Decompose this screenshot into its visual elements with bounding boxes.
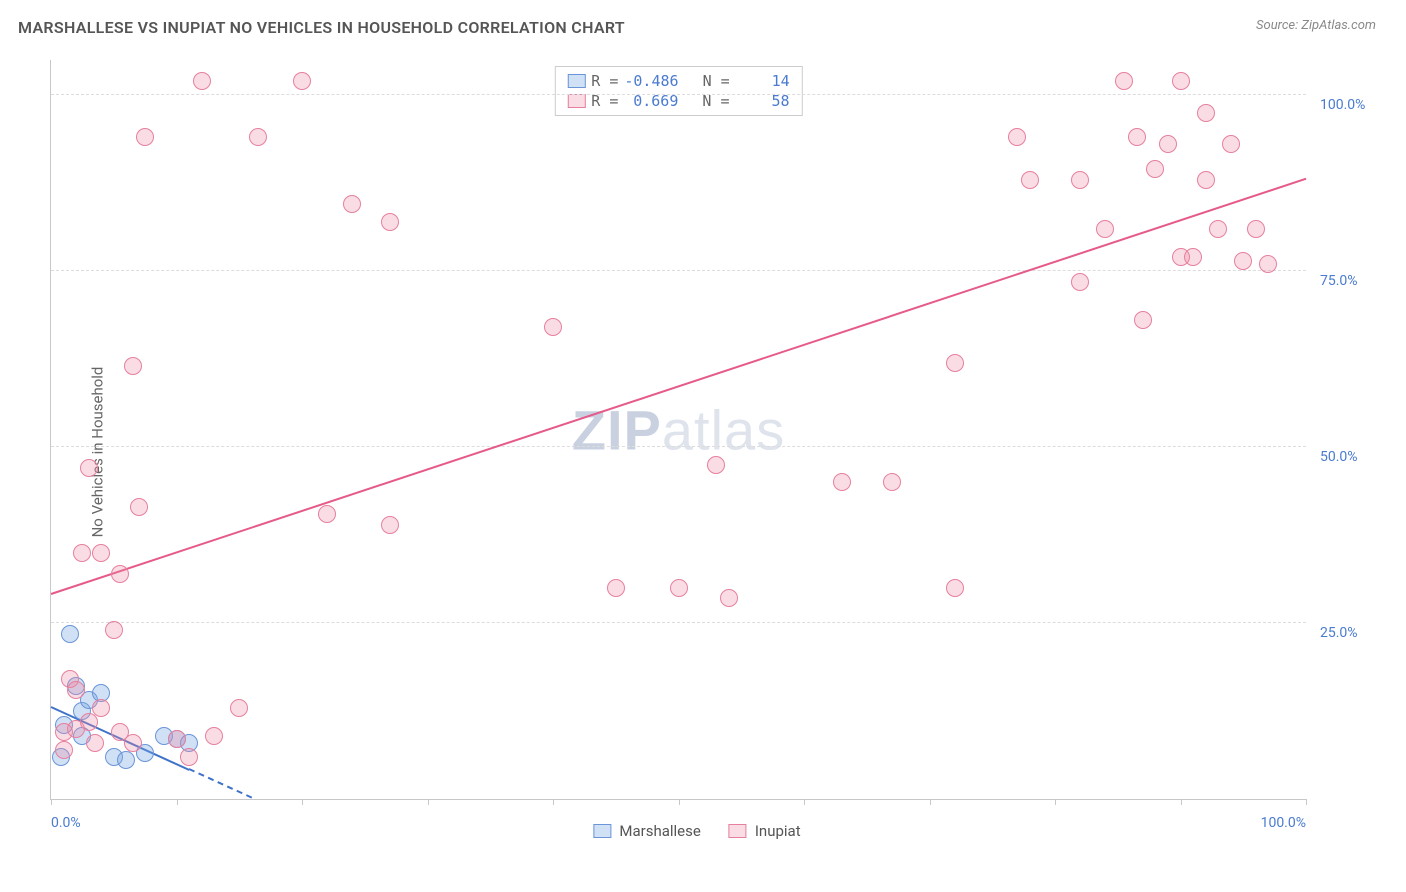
x-tick [51,799,52,805]
data-point [136,128,154,146]
data-point [1071,273,1089,291]
data-point [92,544,110,562]
data-point [1234,252,1252,270]
data-point [1159,135,1177,153]
x-tick [930,799,931,805]
data-point [73,544,91,562]
data-point [720,589,738,607]
data-point [111,565,129,583]
y-tick-label: 75.0% [1320,273,1358,289]
data-point [1115,72,1133,90]
watermark: ZIPatlas [572,397,785,462]
swatch-icon [567,94,585,108]
legend-label: Inupiat [755,822,801,840]
data-point [205,727,223,745]
trend-line [51,178,1307,595]
chart-container: No Vehicles in Household ZIPatlas R =-0.… [18,52,1376,852]
swatch-icon [593,824,611,838]
x-tick [1181,799,1182,805]
data-point [707,456,725,474]
y-tick-label: 50.0% [1320,449,1358,465]
data-point [381,213,399,231]
data-point [946,354,964,372]
plot-area: ZIPatlas R =-0.486 N =14 R =0.669 N =58 … [50,60,1306,800]
x-tick [804,799,805,805]
data-point [124,357,142,375]
data-point [80,459,98,477]
legend-item: Marshallese [593,822,700,840]
data-point [130,498,148,516]
data-point [544,318,562,336]
data-point [1021,171,1039,189]
x-tick-label: 100.0% [1261,815,1306,831]
swatch-icon [729,824,747,838]
data-point [1146,160,1164,178]
legend-label: Marshallese [619,822,700,840]
data-point [293,72,311,90]
data-point [1197,171,1215,189]
x-tick [679,799,680,805]
data-point [249,128,267,146]
data-point [124,734,142,752]
data-point [1071,171,1089,189]
legend-row: R =-0.486 N =14 [555,71,801,91]
source-label: Source: ZipAtlas.com [1256,18,1376,33]
data-point [168,730,186,748]
x-tick [177,799,178,805]
data-point [1222,135,1240,153]
chart-title: MARSHALLESE VS INUPIAT NO VEHICLES IN HO… [18,18,625,37]
data-point [117,751,135,769]
data-point [180,748,198,766]
data-point [946,579,964,597]
data-point [1209,220,1227,238]
data-point [670,579,688,597]
data-point [193,72,211,90]
data-point [80,713,98,731]
x-tick [1055,799,1056,805]
gridline [51,94,1306,95]
gridline [51,270,1306,271]
data-point [55,741,73,759]
data-point [67,681,85,699]
data-point [1134,311,1152,329]
data-point [55,723,73,741]
x-tick [428,799,429,805]
data-point [1008,128,1026,146]
data-point [883,473,901,491]
x-tick [302,799,303,805]
data-point [92,699,110,717]
data-point [1128,128,1146,146]
data-point [86,734,104,752]
data-point [105,621,123,639]
legend-item: Inupiat [729,822,801,840]
data-point [1197,104,1215,122]
x-tick [553,799,554,805]
swatch-icon [567,74,585,88]
data-point [607,579,625,597]
data-point [1096,220,1114,238]
y-tick-label: 25.0% [1320,625,1358,641]
trend-line [189,769,253,799]
data-point [381,516,399,534]
data-point [1184,248,1202,266]
gridline [51,622,1306,623]
data-point [318,505,336,523]
x-tick-label: 0.0% [51,815,81,831]
series-legend: Marshallese Inupiat [593,822,800,840]
y-tick-label: 100.0% [1320,97,1365,113]
correlation-legend: R =-0.486 N =14 R =0.669 N =58 [554,66,802,116]
gridline [51,446,1306,447]
data-point [61,625,79,643]
data-point [1172,72,1190,90]
data-point [343,195,361,213]
data-point [230,699,248,717]
data-point [833,473,851,491]
data-point [1247,220,1265,238]
data-point [1259,255,1277,273]
x-tick [1306,799,1307,805]
